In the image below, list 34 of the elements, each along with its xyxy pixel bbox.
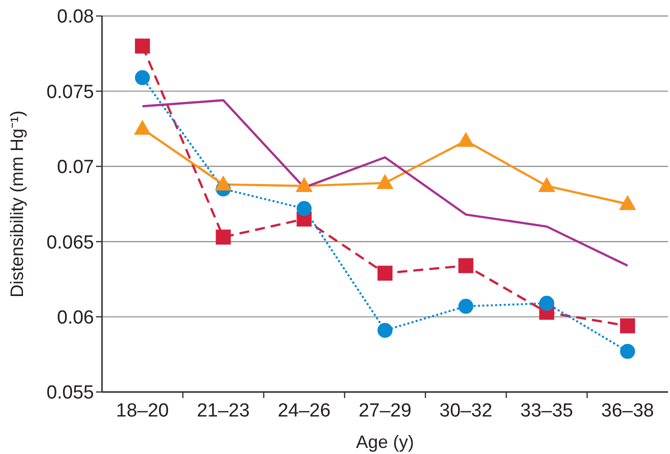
point [296,201,312,216]
y-tick-label: 0.055 [46,382,94,404]
point [378,322,392,338]
line-series [141,99,629,267]
point [620,318,636,334]
point [214,175,232,190]
y-tick-label: 0.08 [57,6,94,28]
x-tick-label: 18–20 [116,400,169,422]
point [134,120,151,135]
x-tick-label: 27–29 [358,400,412,422]
point [620,344,636,359]
point [134,38,150,54]
y-tick-label: 0.065 [46,232,94,254]
point [458,258,474,274]
point [457,132,474,147]
point [619,195,636,210]
x-tick-label: 33–35 [520,400,574,422]
x-tick-label: 24–26 [278,400,331,422]
point [539,296,554,311]
x-tick-label: 21–23 [196,400,250,422]
x-axis-title: Age (y) [356,432,414,452]
y-axis-title: Distensibility (mm Hg⁻¹) [7,110,27,298]
x-tick-label: 36–38 [601,400,654,422]
point [458,298,474,314]
point [216,230,231,245]
y-tick-label: 0.06 [57,308,94,329]
y-tick-label: 0.075 [46,82,94,103]
point [378,266,392,281]
point [134,70,150,86]
point [296,176,313,192]
y-tick-label: 0.07 [57,157,94,178]
x-tick-label: 30–32 [439,400,492,422]
point [376,174,394,189]
point [538,176,556,192]
